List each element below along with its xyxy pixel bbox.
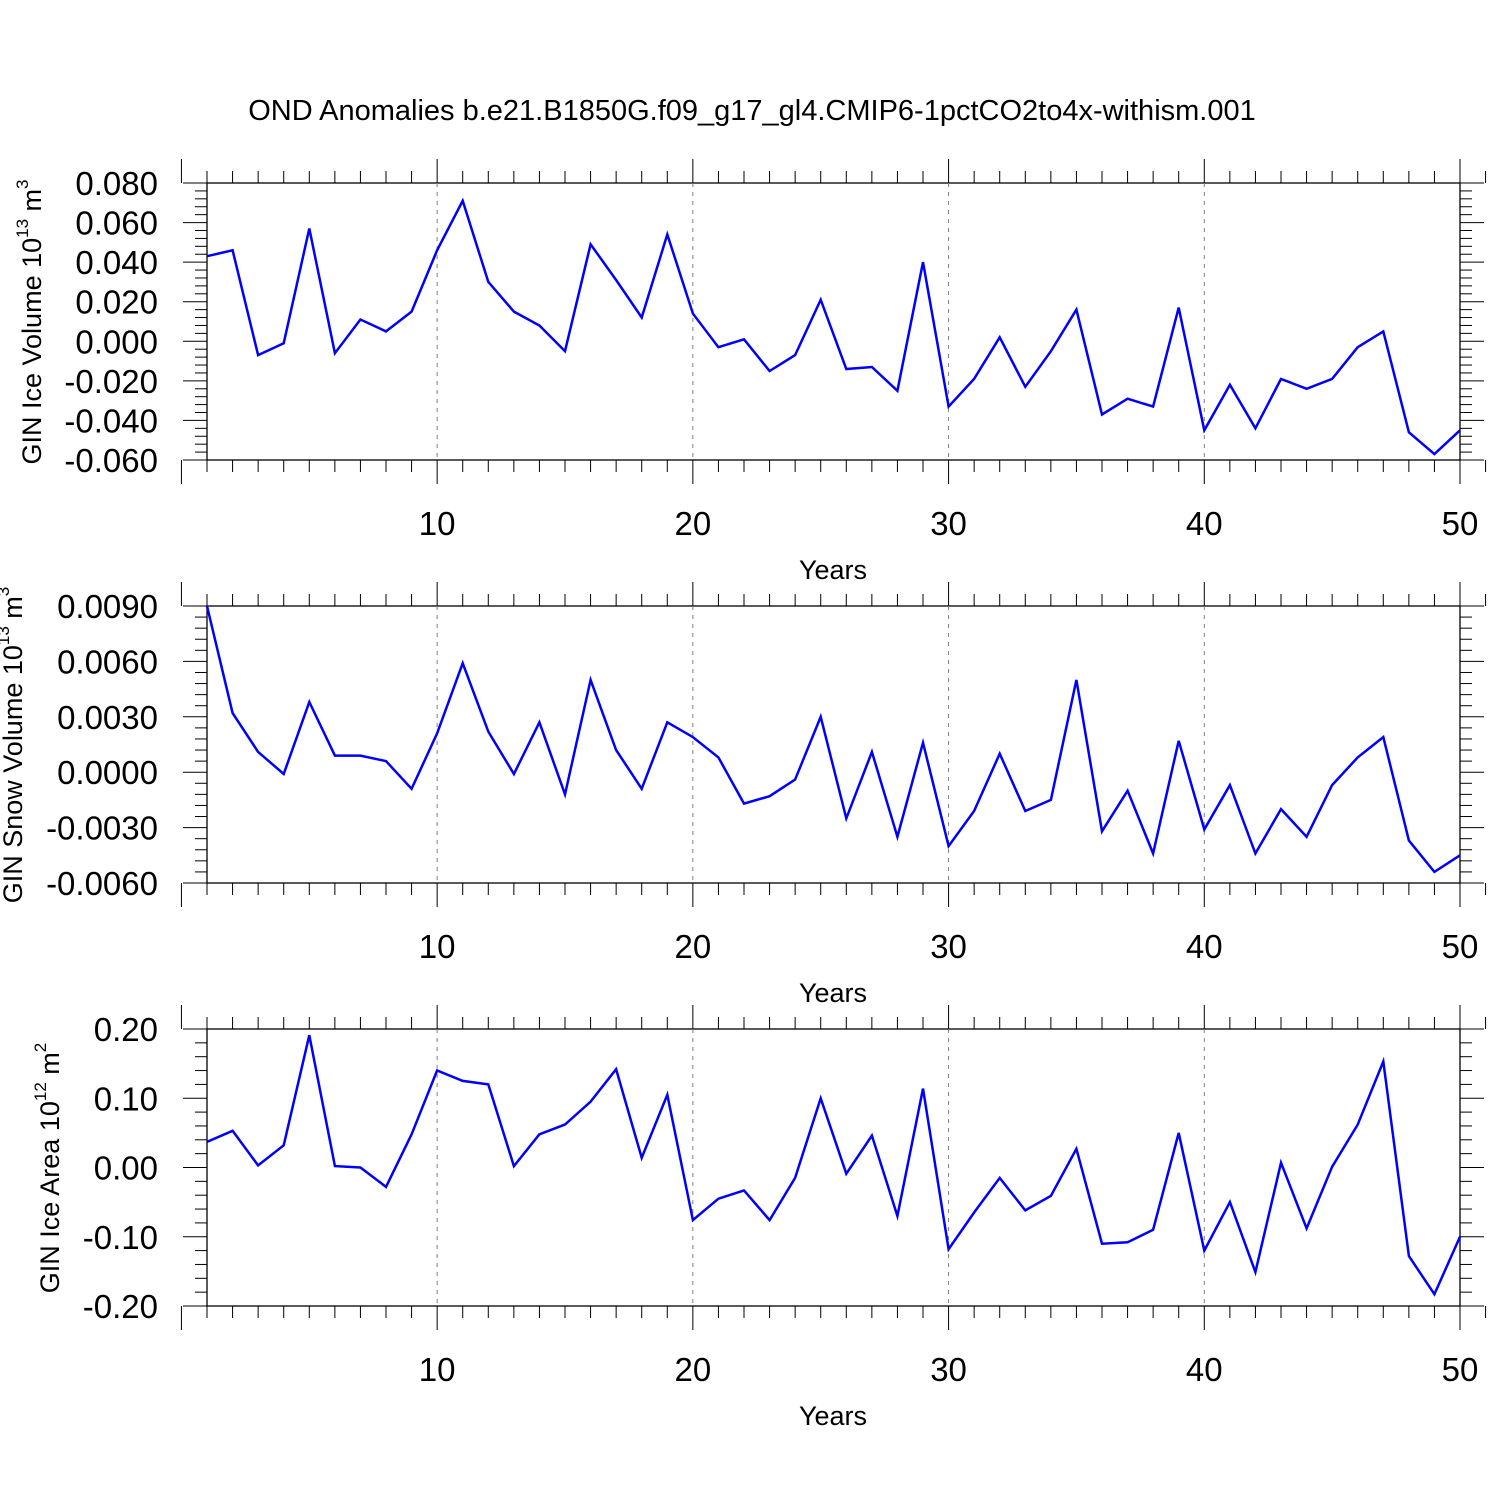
x-gridlines [436,606,1205,883]
x-tick-label: 30 [930,928,967,965]
x-axis-ticks: 10 20 30 40 50 [180,1005,1487,1388]
x-tick-label: 10 [419,928,456,965]
y-tick-label: 0.0030 [57,699,158,736]
x-tick-label: 20 [674,505,711,542]
y-tick-label: -0.10 [83,1219,158,1256]
y-tick-label: -0.060 [64,442,158,479]
y-tick-label: 0.0060 [57,643,158,680]
x-tick-label: 50 [1442,505,1479,542]
panel-ice-area: 0.200.100.00-0.10-0.20 10 20 30 40 50 Years … [31,1005,1487,1431]
y-tick-label: 0.00 [94,1150,158,1187]
series-line-ice-volume [206,197,1461,456]
x-gridlines [436,1029,1205,1306]
x-axis-label: Years [799,978,867,1008]
y-tick-label: -0.020 [64,363,158,400]
x-gridlines [436,183,1205,460]
y-axis-label: GIN Ice Volume 1013 m3 [13,179,47,464]
y-tick-label: -0.040 [64,402,158,439]
y-tick-label: -0.0060 [46,865,158,902]
y-tick-label: 0.060 [75,205,158,242]
x-tick-label: 40 [1186,505,1223,542]
y-tick-label: 0.040 [75,244,158,281]
y-tick-label: 0.20 [94,1011,158,1048]
y-tick-label: 0.020 [75,284,158,321]
x-tick-label: 30 [930,1351,967,1388]
y-tick-label: -0.20 [83,1288,158,1325]
y-axis-ticks: 0.0090 0.0060 0.0030 0.0000 -0.0030 -0.0060 [46,588,1484,902]
y-axis-label: GIN Snow Volume 1013 m3 [0,587,28,904]
y-tick-label: 0.10 [94,1080,158,1117]
plot-frame [206,182,1461,461]
y-tick-label: 0.0090 [57,588,158,625]
y-axis-ticks: 0.0800.0600.0400.0200.000-0.020-0.040-0.… [64,165,1484,479]
y-tick-label: 0.000 [75,323,158,360]
series-line-ice-area [206,1034,1462,1297]
x-tick-label: 20 [674,1351,711,1388]
panel-ice-volume: 0.0800.0600.0400.0200.000-0.020-0.040-0.… [13,159,1487,585]
x-axis-label: Years [799,1401,867,1431]
series-line-snow-volume [205,605,1461,874]
y-axis-label: GIN Ice Area 1012 m2 [31,1043,65,1294]
page-title: OND Anomalies b.e21.B1850G.f09_g17_gl4.C… [248,95,1255,127]
x-axis-label: Years [799,555,867,585]
x-tick-label: 10 [419,1351,456,1388]
y-tick-label: -0.0030 [46,810,158,847]
x-tick-label: 20 [674,928,711,965]
panel-snow-volume: 0.0090 0.0060 0.0030 0.0000 -0.0030 -0.0060 1… [0,582,1487,1008]
x-tick-label: 40 [1186,928,1223,965]
x-tick-label: 50 [1442,928,1479,965]
y-axis-ticks: 0.20 0.10 0.00 -0.10 -0.20 [83,1011,1484,1325]
y-tick-label: 0.080 [75,165,158,202]
x-tick-label: 40 [1186,1351,1223,1388]
x-tick-label: 30 [930,505,967,542]
plot-frame [206,605,1461,884]
x-tick-label: 50 [1442,1351,1479,1388]
x-axis-ticks: 10 20 30 40 50 [180,159,1487,542]
x-axis-ticks: 10 20 30 40 50 [180,582,1487,965]
x-tick-label: 10 [419,505,456,542]
y-tick-label: 0.0000 [57,754,158,791]
